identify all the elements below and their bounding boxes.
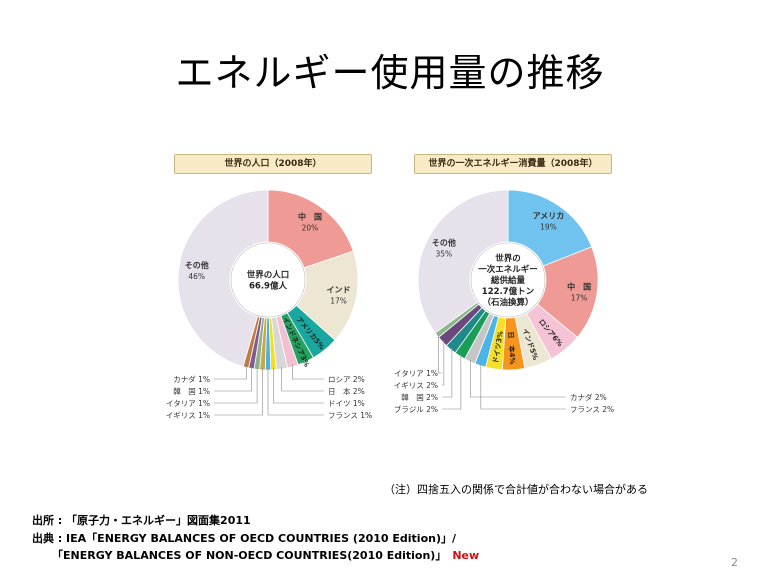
population-pie-chart: 世界の人口（2008年） 世界の人口 66.9億人中 国 20% インド 17% アメリカ… — [158, 150, 418, 430]
new-badge: New — [452, 549, 480, 562]
energy-pie-chart: 世界の一次エネルギー消費量（2008年） 世界の 一次エネルギー 総供給量 122.7… — [394, 150, 658, 430]
slice-value-label: 35% — [436, 249, 453, 258]
chart-title: 世界の人口（2008年） — [174, 154, 372, 174]
pie-center-hole — [230, 242, 306, 318]
leader-line — [442, 340, 445, 386]
pie-center-label: 一次エネルギー — [478, 264, 538, 275]
leader-line — [292, 364, 324, 380]
slice-label: イギリス 2% — [394, 381, 438, 390]
slice-value-label: 20% — [302, 223, 319, 232]
pie-center-label: 世界の — [495, 253, 521, 264]
leader-line — [267, 368, 324, 416]
slice-label: ロシア 2% — [328, 375, 365, 384]
leader-line — [442, 354, 462, 410]
pie-center-label: 66.9億人 — [249, 281, 287, 292]
leader-line — [442, 347, 453, 398]
pie-slice — [295, 250, 359, 341]
slice-label: 韓 国 1% — [173, 386, 210, 396]
pie-slice — [507, 189, 593, 267]
source-line-2: 出典 : IEA「ENERGY BALANCES OF OECD COUNTRI… — [32, 532, 457, 545]
page-number: 2 — [731, 556, 738, 569]
leader-line — [214, 366, 252, 392]
pie-center-label: 総供給量 — [491, 275, 526, 286]
pie-center-label: （石油換算） — [482, 297, 533, 308]
slice-value-label: 17% — [571, 293, 588, 302]
slide-title: エネルギー使用量の推移 — [175, 51, 605, 95]
slice-label: カナダ 1% — [173, 374, 210, 384]
slice-label: 日 本4% — [506, 331, 517, 364]
slice-label: フランス 1% — [328, 411, 372, 420]
slice-label: インド — [327, 285, 351, 294]
leader-line — [214, 367, 258, 404]
pie-center-hole — [470, 242, 546, 318]
slice-label: 日 本 2% — [328, 386, 365, 396]
source-line-3: 「ENERGY BALANCES OF NON-OECD COUNTRIES(2… — [52, 547, 479, 563]
slice-label: ブラジル 2% — [394, 404, 438, 414]
leader-line — [480, 363, 566, 410]
leader-line — [281, 366, 324, 392]
leader-line — [273, 367, 324, 404]
pie-slice — [536, 246, 599, 338]
slice-value-label: 46% — [188, 272, 205, 281]
slice-label: イタリア 1% — [166, 399, 210, 408]
slice-label: その他 — [432, 237, 456, 247]
leader-line — [214, 365, 247, 380]
slice-value-label: 17% — [330, 296, 347, 305]
slice-label: 中 国 — [567, 281, 591, 291]
slice-label: イタリア 1% — [394, 369, 438, 378]
slice-label: フランス 2% — [570, 405, 614, 414]
leader-line — [214, 367, 263, 416]
slice-value-label: 19% — [540, 222, 557, 231]
pie-slice — [267, 189, 354, 269]
chart-title: 世界の一次エネルギー消費量（2008年） — [414, 154, 612, 174]
source-line-1: 出所 : 「原子力・エネルギー」図面集2011 — [32, 514, 251, 527]
pie-center-label: 世界の人口 — [247, 270, 290, 281]
pie-center-label: 122.7億トン — [482, 286, 535, 297]
rounding-note: （注）四捨五入の関係で合計値が合わない場合がある — [384, 483, 648, 496]
source-line-3-text: 「ENERGY BALANCES OF NON-OECD COUNTRIES(2… — [52, 549, 447, 562]
slice-label: イギリス 1% — [166, 411, 210, 420]
slice-label: 中 国 — [298, 211, 322, 221]
pie-slice — [177, 189, 269, 367]
slice-label: その他 — [185, 260, 209, 270]
leader-line — [470, 359, 566, 398]
pie-slice — [417, 189, 509, 334]
slice-label: カナダ 2% — [570, 392, 607, 402]
slice-label: 韓 国 2% — [401, 392, 438, 402]
slice-label: アメリカ — [533, 211, 565, 220]
leader-line — [438, 333, 442, 374]
slice-label: ドイツ 1% — [328, 399, 365, 408]
